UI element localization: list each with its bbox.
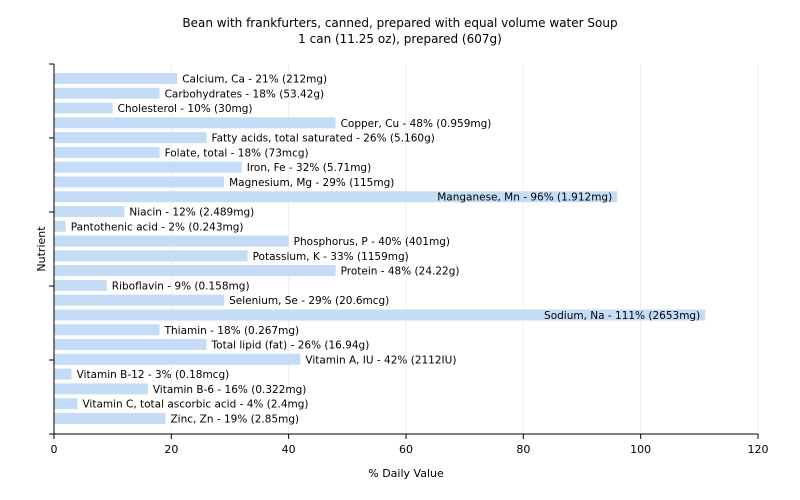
bar bbox=[54, 294, 225, 306]
bar bbox=[54, 398, 78, 410]
bar-label: Calcium, Ca - 21% (212mg) bbox=[182, 74, 327, 86]
bar-label: Cholesterol - 10% (30mg) bbox=[118, 103, 253, 115]
x-tick-label: 20 bbox=[164, 443, 178, 456]
bar bbox=[54, 146, 160, 158]
bar-label: Carbohydrates - 18% (53.42g) bbox=[165, 88, 325, 100]
bar-label: Protein - 48% (24.22g) bbox=[341, 266, 460, 278]
bar-label: Folate, total - 18% (73mcg) bbox=[165, 147, 309, 159]
bar-label: Selenium, Se - 29% (20.6mcg) bbox=[229, 295, 389, 307]
chart-title: Bean with frankfurters, canned, prepared… bbox=[182, 16, 618, 30]
x-tick-label: 0 bbox=[51, 443, 58, 456]
bar bbox=[54, 161, 242, 173]
chart-title-block: Bean with frankfurters, canned, prepared… bbox=[0, 15, 800, 47]
bar-label: Vitamin B-6 - 16% (0.322mg) bbox=[153, 384, 307, 396]
bar bbox=[54, 339, 207, 351]
chart-subtitle: 1 can (11.25 oz), prepared (607g) bbox=[298, 32, 502, 46]
bar bbox=[54, 206, 125, 218]
x-axis-label: % Daily Value bbox=[368, 467, 444, 480]
bar-label: Niacin - 12% (2.489mg) bbox=[129, 207, 254, 219]
bar bbox=[54, 102, 113, 114]
bar-label: Sodium, Na - 111% (2653mg) bbox=[544, 310, 700, 322]
bar-label: Phosphorus, P - 40% (401mg) bbox=[294, 236, 450, 248]
bar-label: Potassium, K - 33% (1159mg) bbox=[253, 251, 409, 263]
bar-label: Zinc, Zn - 19% (2.85mg) bbox=[170, 413, 299, 425]
bar-label: Vitamin A, IU - 42% (2112IU) bbox=[305, 354, 456, 366]
bar-label: Manganese, Mn - 96% (1.912mg) bbox=[437, 192, 612, 204]
bar-label: Magnesium, Mg - 29% (115mg) bbox=[229, 177, 394, 189]
x-tick-label: 60 bbox=[399, 443, 413, 456]
bar-label: Pantothenic acid - 2% (0.243mg) bbox=[71, 221, 244, 233]
bar bbox=[54, 235, 289, 247]
bar bbox=[54, 412, 166, 424]
bar bbox=[54, 383, 148, 395]
x-tick-label: 120 bbox=[748, 443, 769, 456]
bar bbox=[54, 324, 160, 336]
bars: Calcium, Ca - 21% (212mg) Carbohydrates -… bbox=[54, 73, 706, 425]
bar bbox=[54, 279, 107, 291]
bar-label: Vitamin C, total ascorbic acid - 4% (2.4… bbox=[82, 399, 308, 411]
bar bbox=[54, 132, 207, 144]
bar bbox=[54, 265, 336, 277]
bar bbox=[54, 191, 618, 203]
bar bbox=[54, 368, 72, 380]
bar-label: Iron, Fe - 32% (5.71mg) bbox=[247, 162, 371, 174]
bar bbox=[54, 73, 178, 84]
x-tick-label: 80 bbox=[516, 443, 530, 456]
bar bbox=[54, 250, 248, 262]
x-tick-label: 40 bbox=[282, 443, 296, 456]
bar-label: Total lipid (fat) - 26% (16.94g) bbox=[211, 340, 370, 352]
bar-label: Fatty acids, total saturated - 26% (5.16… bbox=[212, 133, 435, 145]
bar bbox=[54, 353, 301, 365]
bar-label: Vitamin B-12 - 3% (0.18mcg) bbox=[77, 369, 230, 381]
axes: 0 20 40 60 80 100 120 bbox=[49, 63, 769, 456]
bar bbox=[54, 87, 160, 99]
bar bbox=[54, 176, 225, 188]
bar-label: Thiamin - 18% (0.267mg) bbox=[164, 325, 300, 337]
bar bbox=[54, 220, 66, 232]
bar-label: Copper, Cu - 48% (0.959mg) bbox=[341, 118, 492, 130]
bar bbox=[54, 309, 706, 321]
bar bbox=[54, 117, 336, 129]
bar-label: Riboflavin - 9% (0.158mg) bbox=[112, 280, 250, 292]
x-tick-label: 100 bbox=[630, 443, 651, 456]
y-axis-label: Nutrient bbox=[35, 226, 48, 272]
